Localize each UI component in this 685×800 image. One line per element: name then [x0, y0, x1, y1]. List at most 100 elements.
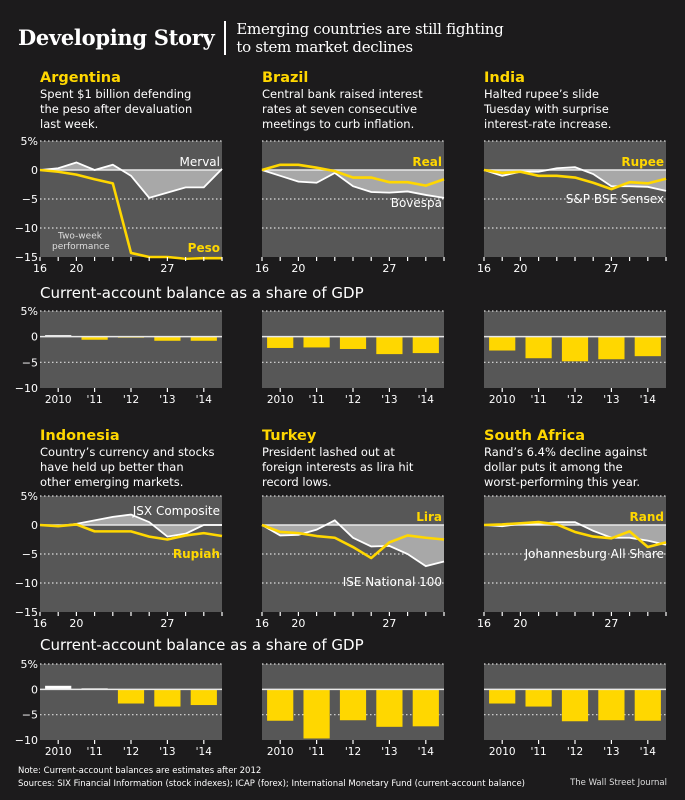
- bar: [154, 336, 181, 341]
- x-tick-label: '13: [159, 746, 175, 758]
- x-tick-label: '11: [86, 394, 102, 406]
- bar: [412, 336, 439, 354]
- bar-chart-brazil: 2010 '11 '12 '13 '14: [262, 310, 444, 406]
- x-tick-label: '14: [640, 394, 657, 406]
- x-tick-label: '12: [567, 394, 583, 406]
- x-tick-label: 20: [69, 262, 83, 275]
- subtitle-line-2: to stem market declines: [236, 38, 413, 56]
- line-chart-south-africa: 16 20 27 Rand Johannesburg All Share: [477, 495, 667, 630]
- y-tick-label: −5: [22, 709, 38, 722]
- country-name: South Africa: [484, 428, 586, 444]
- subtitle-line-1: Emerging countries are still fighting: [236, 20, 504, 38]
- line-chart-turkey: 16 20 27 Lira ISE National 100: [255, 495, 445, 630]
- x-tick-label: 2010: [45, 394, 72, 406]
- x-tick-label: '13: [603, 746, 619, 758]
- x-tick-label: '12: [123, 746, 139, 758]
- x-tick-label: 27: [160, 262, 174, 275]
- x-tick-label: 20: [69, 617, 83, 630]
- sources-text: Sources: SIX Financial Information (stoc…: [18, 779, 526, 789]
- country-desc-1: Central bank raised interest: [262, 87, 423, 101]
- x-tick-label: 20: [513, 262, 527, 275]
- country-desc-2: have held up better than: [40, 460, 184, 474]
- series-line-lira: [261, 523, 445, 560]
- x-tick-label: 27: [160, 617, 174, 630]
- note-text: Note: Current-account balances are estim…: [18, 766, 262, 776]
- bar-chart-argentina: 2010 '11 '12 '13 '14 5% 0 −5 −10: [15, 305, 222, 406]
- x-tick-label: '14: [418, 746, 435, 758]
- panel-header-argentina: Argentina Spent $1 billion defending the…: [40, 70, 250, 132]
- panel-header-south-africa: South Africa Rand’s 6.4% decline against…: [484, 428, 685, 490]
- bar: [376, 336, 403, 355]
- series-line-rand: [483, 520, 667, 549]
- country-desc-1: President lashed out at: [262, 445, 395, 459]
- credit: The Wall Street Journal: [570, 778, 667, 788]
- country-desc-2: dollar puts it among the: [484, 460, 623, 474]
- bar: [190, 336, 217, 341]
- bar: [267, 336, 294, 348]
- bar: [634, 336, 661, 357]
- country-name: Turkey: [262, 428, 317, 444]
- x-tick-label: 27: [382, 262, 396, 275]
- series-line-bovespa: [261, 169, 445, 199]
- x-tick-label: 16: [33, 262, 47, 275]
- bar-chart-south-africa: 2010 '11 '12 '13 '14: [484, 663, 666, 758]
- bar: [45, 685, 72, 690]
- x-tick-label: 2010: [45, 746, 72, 758]
- x-tick-label: 16: [477, 262, 491, 275]
- series-label-bovespa: Bovespa: [391, 196, 442, 210]
- x-tick-label: 20: [291, 617, 305, 630]
- y-tick-label: 0: [31, 683, 38, 696]
- y-tick-label: −5: [22, 548, 38, 561]
- x-tick-label: '13: [603, 394, 619, 406]
- x-tick-label: 27: [604, 617, 618, 630]
- plot-area: [40, 141, 222, 257]
- country-desc-1: Country’s currency and stocks: [40, 445, 215, 459]
- bar: [376, 689, 403, 727]
- plot-area: [40, 311, 222, 388]
- country-desc-1: Rand’s 6.4% decline against: [484, 445, 648, 459]
- x-tick-label: 16: [255, 262, 269, 275]
- y-tick-label: −5: [22, 356, 38, 369]
- x-tick-label: '11: [86, 746, 102, 758]
- series-label-lira: Lira: [416, 510, 442, 524]
- x-tick-label: 20: [513, 617, 527, 630]
- y-tick-label: 5%: [21, 658, 38, 671]
- bar: [45, 335, 72, 337]
- country-desc-2: rates at seven consecutive: [262, 102, 418, 116]
- bar: [412, 689, 439, 727]
- country-desc-2: foreign interests as lira hit: [262, 460, 414, 474]
- x-tick-label: '14: [418, 394, 435, 406]
- line-chart-brazil: 16 20 27 Real Bovespa: [255, 140, 445, 275]
- x-tick-label: 27: [382, 617, 396, 630]
- series-label-peso: Peso: [188, 241, 220, 255]
- bar: [117, 689, 145, 704]
- x-tick-label: '13: [381, 394, 397, 406]
- x-tick-label: 2010: [267, 746, 294, 758]
- x-tick-label: '13: [159, 394, 175, 406]
- country-desc-3: other emerging markets.: [40, 475, 184, 489]
- bar: [267, 689, 294, 721]
- y-tick-label: −10: [15, 734, 38, 747]
- bar: [561, 336, 589, 362]
- y-tick-label: 5%: [21, 135, 38, 148]
- y-tick-label: 5%: [21, 490, 38, 503]
- x-tick-label: '11: [308, 394, 324, 406]
- bar: [489, 689, 516, 704]
- panel-header-indonesia: Indonesia Country’s currency and stocks …: [40, 428, 250, 490]
- x-tick-label: '12: [567, 746, 583, 758]
- country-desc-3: worst-performing this year.: [484, 475, 641, 489]
- header-divider: [224, 21, 227, 55]
- y-tick-label: 0: [31, 331, 38, 344]
- country-desc-1: Halted rupee’s slide: [484, 87, 599, 101]
- bar: [598, 336, 625, 360]
- x-tick-label: 2010: [267, 394, 294, 406]
- bar: [525, 689, 552, 707]
- header: Developing Story Emerging countries are …: [18, 16, 504, 56]
- bar: [190, 689, 217, 706]
- index-fill-area: [40, 162, 222, 198]
- x-tick-label: 20: [291, 262, 305, 275]
- annotation-text: performance: [52, 242, 110, 252]
- series-label-real: Real: [412, 155, 442, 169]
- x-tick-label: '11: [530, 394, 546, 406]
- series-label-merval: Merval: [180, 155, 220, 169]
